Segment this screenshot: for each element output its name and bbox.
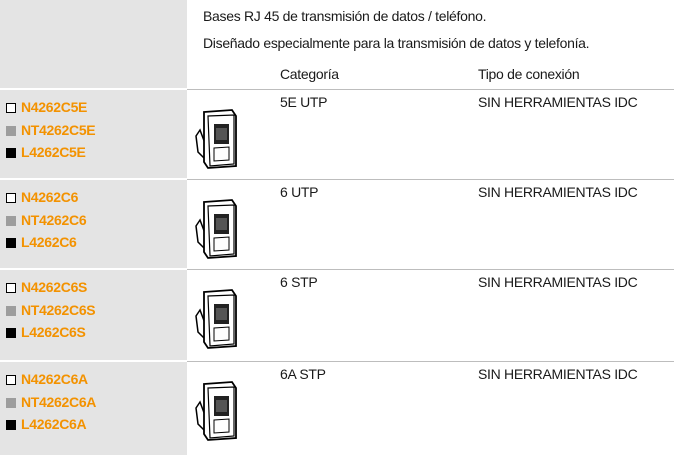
product-code: NT4262C6 xyxy=(21,211,87,228)
finish-swatch xyxy=(6,420,16,430)
product-code: L4262C6S xyxy=(21,324,86,340)
product-code: N4262C5E xyxy=(21,99,88,115)
category: 5E UTP xyxy=(280,94,328,110)
product-image xyxy=(195,199,237,259)
header-line: Diseñado especialmente para la transmisi… xyxy=(203,35,590,51)
product-code: N4262C6 xyxy=(21,189,79,205)
row-separator xyxy=(187,361,674,362)
finish-swatch xyxy=(6,305,16,316)
finish-swatch xyxy=(6,125,16,136)
category: 6 UTP xyxy=(280,184,319,200)
left-header-cell xyxy=(0,0,187,88)
product-image xyxy=(195,381,237,441)
row-separator xyxy=(187,269,674,270)
connection-type: SIN HERRAMIENTAS IDC xyxy=(478,94,638,110)
product-code: L4262C6A xyxy=(21,416,87,432)
connection-type: SIN HERRAMIENTAS IDC xyxy=(478,366,638,382)
column-header: Tipo de conexión xyxy=(478,66,580,82)
product-code: NT4262C5E xyxy=(21,121,96,138)
product-code: NT4262C6S xyxy=(21,301,96,318)
product-image-wrap xyxy=(192,378,242,447)
category: 6 STP xyxy=(280,274,318,290)
header-line: Bases RJ 45 de transmisión de datos / te… xyxy=(203,8,487,24)
finish-swatch xyxy=(6,148,16,158)
product-image xyxy=(195,109,237,169)
finish-swatch xyxy=(6,215,16,226)
connection-type: SIN HERRAMIENTAS IDC xyxy=(478,274,638,290)
column-header: Categoría xyxy=(280,66,339,82)
connection-type: SIN HERRAMIENTAS IDC xyxy=(478,184,638,200)
product-image-wrap xyxy=(192,196,242,265)
category: 6A STP xyxy=(280,366,326,382)
product-image-wrap xyxy=(192,106,242,175)
finish-swatch xyxy=(6,328,16,338)
finish-swatch xyxy=(6,103,16,113)
finish-swatch xyxy=(6,283,16,293)
left-cell xyxy=(0,270,187,360)
row-separator xyxy=(187,179,674,180)
finish-swatch xyxy=(6,238,16,248)
left-cell xyxy=(0,180,187,268)
product-code: N4262C6S xyxy=(21,279,88,295)
product-code: N4262C6A xyxy=(21,371,88,387)
product-code: L4262C6 xyxy=(21,234,77,250)
product-image-wrap xyxy=(192,286,242,355)
finish-swatch xyxy=(6,397,16,408)
left-cell xyxy=(0,362,187,455)
product-code: NT4262C6A xyxy=(21,393,97,410)
left-cell xyxy=(0,90,187,178)
product-image xyxy=(195,289,237,349)
row-separator xyxy=(187,89,674,90)
finish-swatch xyxy=(6,375,16,385)
product-code: L4262C5E xyxy=(21,144,86,160)
finish-swatch xyxy=(6,193,16,203)
